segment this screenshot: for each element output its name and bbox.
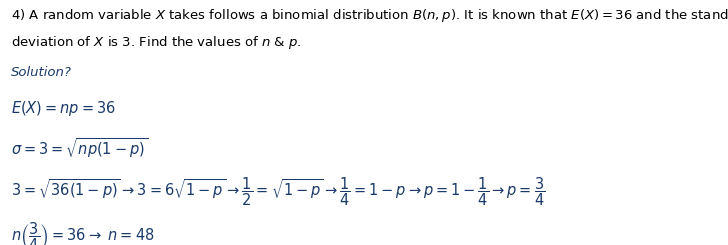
- Text: Solution?: Solution?: [11, 66, 72, 79]
- Text: $n\left(\dfrac{3}{4}\right) = 36 \rightarrow \ n = 48$: $n\left(\dfrac{3}{4}\right) = 36 \righta…: [11, 220, 154, 245]
- Text: deviation of $X$ is 3. Find the values of $n$ & $p$.: deviation of $X$ is 3. Find the values o…: [11, 34, 301, 51]
- Text: $3 = \sqrt{36(1-p)} \rightarrow 3 = 6\sqrt{1-p} \rightarrow \dfrac{1}{2} = \sqrt: $3 = \sqrt{36(1-p)} \rightarrow 3 = 6\sq…: [11, 175, 545, 208]
- Text: $\sigma = 3 = \sqrt{np(1-p)}$: $\sigma = 3 = \sqrt{np(1-p)}$: [11, 136, 148, 160]
- Text: $E(X) = np = 36$: $E(X) = np = 36$: [11, 99, 116, 118]
- Text: 4) A random variable $X$ takes follows a binomial distribution $B(n, p)$. It is : 4) A random variable $X$ takes follows a…: [11, 7, 728, 24]
